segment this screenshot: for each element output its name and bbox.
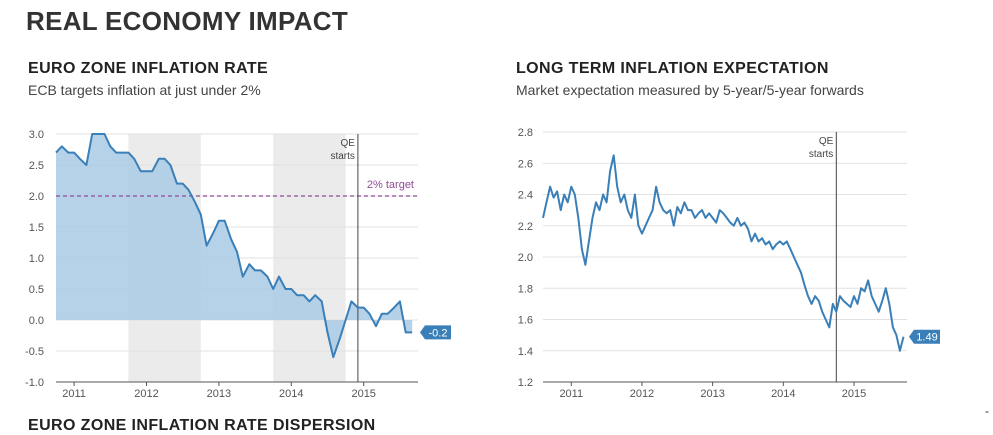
inflation-rate-chart: 3.0 2.5 2.0 1.5 1.0 0.5 0.0 -0.5 -1.0 2% target QE… — [25, 129, 451, 400]
expect-x-tick-label: 2015 — [842, 388, 866, 400]
expect-y-tick-label: 2.2 — [518, 221, 533, 233]
rate-x-tick-label: 2014 — [279, 388, 303, 400]
rate-qe-label: starts — [330, 151, 354, 162]
rate-y-tick-label: 3.0 — [29, 129, 44, 141]
inflation-expectation-chart: 2.8 2.6 2.4 2.2 2.0 1.8 1.6 1.4 1.2 QE starts 2011 2… — [518, 127, 940, 400]
rate-qe-label: QE — [340, 138, 355, 149]
rate-end-value-text: -0.2 — [429, 327, 448, 339]
rate-y-tick-label: -1.0 — [25, 377, 44, 389]
rate-end-value-badge — [420, 325, 451, 340]
expect-y-tick-label: 2.8 — [518, 127, 533, 139]
expect-x-tick-label: 2011 — [559, 388, 583, 400]
rate-x-tick-label: 2011 — [62, 388, 86, 400]
expect-end-value-badge — [909, 329, 940, 344]
expect-y-tick-label: 2.4 — [518, 190, 533, 202]
expect-y-tick-label: 1.2 — [518, 377, 533, 389]
rate-x-tick-label: 2013 — [207, 388, 231, 400]
next-section-title: EURO ZONE INFLATION RATE DISPERSION — [28, 417, 376, 434]
chart-title-inflation-rate: EURO ZONE INFLATION RATE — [28, 60, 269, 77]
expect-y-tick-label: 2.6 — [518, 158, 533, 170]
rate-area-fill — [56, 134, 413, 358]
expect-qe-label: QE — [819, 136, 834, 147]
rate-y-tick-label: 1.5 — [29, 222, 44, 234]
expect-x-tick-label: 2014 — [771, 388, 795, 400]
rate-y-tick-label: 0.0 — [29, 315, 44, 327]
chart-title-inflation-expectation: LONG TERM INFLATION EXPECTATION — [516, 60, 829, 77]
expect-qe-label: starts — [809, 149, 833, 160]
expect-y-tick-label: 1.8 — [518, 283, 533, 295]
expect-x-tick-label: 2012 — [630, 388, 654, 400]
expect-end-value-text: 1.49 — [916, 332, 937, 344]
chart-subtitle-inflation-expectation: Market expectation measured by 5-year/5-… — [516, 82, 864, 98]
rate-x-tick-label: 2012 — [134, 388, 158, 400]
expect-y-tick-label: 1.4 — [518, 346, 533, 358]
rate-y-tick-label: 0.5 — [29, 284, 44, 296]
chart-subtitle-inflation-rate: ECB targets inflation at just under 2% — [28, 82, 261, 98]
expect-end-value-label: 1.49 — [909, 329, 940, 344]
rate-end-value-label: -0.2 — [420, 325, 451, 340]
rate-y-tick-label: 2.0 — [29, 191, 44, 203]
rate-y-tick-label: 2.5 — [29, 160, 44, 172]
rate-target-label: 2% target — [367, 179, 414, 191]
corner-mark: - — [985, 404, 989, 418]
rate-y-tick-label: 1.0 — [29, 253, 44, 265]
expect-series-line — [542, 154, 905, 352]
rate-y-tick-label: -0.5 — [25, 346, 44, 358]
expect-x-tick-label: 2013 — [700, 388, 724, 400]
expect-y-tick-label: 1.6 — [518, 315, 533, 327]
page-title: REAL ECONOMY IMPACT — [26, 6, 349, 36]
expect-y-tick-label: 2.0 — [518, 252, 533, 264]
rate-series-line — [55, 133, 413, 359]
rate-x-tick-label: 2015 — [351, 388, 375, 400]
